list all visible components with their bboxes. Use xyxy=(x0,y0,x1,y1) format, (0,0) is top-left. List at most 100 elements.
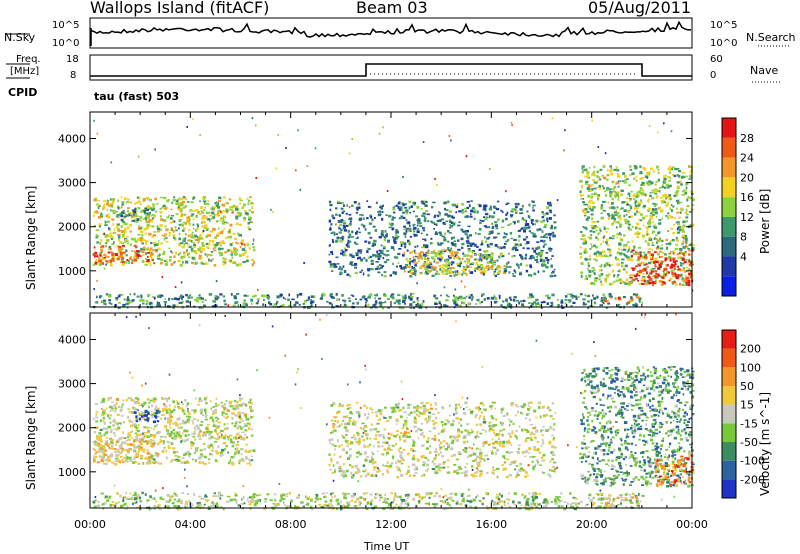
heatmap-cell xyxy=(471,250,476,252)
heatmap-cell xyxy=(372,304,376,307)
heatmap-cell xyxy=(136,218,140,222)
heatmap-cell xyxy=(131,299,135,302)
heatmap-cell xyxy=(201,217,205,220)
heatmap-cell xyxy=(379,494,382,497)
heatmap-cell xyxy=(669,277,673,280)
heatmap-cell xyxy=(529,295,532,297)
heatmap-cell xyxy=(649,271,652,274)
heatmap-speck xyxy=(448,135,451,138)
heatmap-cell xyxy=(410,205,413,208)
heatmap-cell xyxy=(503,236,507,238)
heatmap-cell xyxy=(586,171,590,175)
heatmap-cell xyxy=(140,438,144,441)
heatmap-cell xyxy=(456,302,458,305)
heatmap-cell xyxy=(618,180,621,182)
heatmap-cell xyxy=(422,212,426,215)
heatmap-cell xyxy=(476,245,479,248)
heatmap-cell xyxy=(178,431,181,434)
heatmap-cell xyxy=(140,440,144,443)
heatmap-cell xyxy=(686,213,689,216)
heatmap-cell xyxy=(505,298,508,300)
heatmap-speck xyxy=(255,177,257,179)
heatmap-cell xyxy=(201,506,205,509)
heatmap-cell xyxy=(440,294,442,297)
heatmap-cell xyxy=(496,218,500,221)
heatmap-cell xyxy=(664,194,668,197)
heatmap-cell xyxy=(445,294,449,297)
heatmap-cell xyxy=(145,456,148,459)
heatmap-cell xyxy=(618,247,621,251)
heatmap-cell xyxy=(453,274,456,277)
heatmap-cell xyxy=(273,303,277,306)
heatmap-cell xyxy=(640,192,645,196)
heatmap-cell xyxy=(193,411,196,414)
heatmap-cell xyxy=(375,201,378,204)
heatmap-cell xyxy=(530,274,533,277)
heatmap-cell xyxy=(336,263,340,265)
heatmap-cell xyxy=(441,235,445,238)
heatmap-cell xyxy=(352,295,355,297)
heatmap-cell xyxy=(243,299,246,302)
heatmap-cell xyxy=(474,254,477,257)
heatmap-cell xyxy=(196,426,200,430)
heatmap-cell xyxy=(623,234,626,237)
heatmap-cell xyxy=(125,454,127,456)
heatmap-cell xyxy=(205,224,208,227)
heatmap-cell xyxy=(131,261,134,264)
heatmap-speck xyxy=(685,244,687,247)
heatmap-cell xyxy=(603,296,607,300)
heatmap-cell xyxy=(342,251,345,253)
heatmap-cell xyxy=(377,211,380,213)
heatmap-cell xyxy=(634,277,638,281)
heatmap-cell xyxy=(520,504,523,506)
heatmap-cell xyxy=(466,241,470,244)
heatmap-cell xyxy=(95,259,98,261)
heatmap-cell xyxy=(673,174,676,177)
heatmap-cell xyxy=(154,210,158,213)
heatmap-cell xyxy=(130,237,133,241)
heatmap-cell xyxy=(238,211,241,215)
heatmap-cell xyxy=(468,234,473,237)
heatmap-cell xyxy=(120,214,124,218)
heatmap-cell xyxy=(414,269,417,273)
heatmap-cell xyxy=(461,268,465,271)
heatmap-cell xyxy=(675,236,678,240)
heatmap-cell xyxy=(137,412,140,414)
heatmap-cell xyxy=(580,231,583,234)
heatmap-cell xyxy=(560,300,564,304)
heatmap-cell xyxy=(514,271,517,274)
heatmap-cell xyxy=(623,218,626,221)
heatmap-cell xyxy=(127,448,129,451)
heatmap-cell xyxy=(188,223,191,226)
heatmap-cell xyxy=(194,238,198,241)
heatmap-cell xyxy=(659,260,662,263)
heatmap-cell xyxy=(360,223,364,226)
heatmap-cell xyxy=(240,397,244,400)
heatmap-cell xyxy=(595,493,598,495)
heatmap-cell xyxy=(95,261,99,264)
heatmap-cell xyxy=(401,295,404,297)
heatmap-cell xyxy=(175,451,179,454)
heatmap-cell xyxy=(354,266,358,269)
heatmap-cell xyxy=(680,250,683,253)
heatmap-cell xyxy=(444,260,449,263)
heatmap-cell xyxy=(423,272,427,274)
heatmap-cell xyxy=(210,259,213,262)
heatmap-cell xyxy=(638,232,641,235)
heatmap-cell xyxy=(166,417,171,421)
heatmap-cell xyxy=(151,217,155,220)
heatmap-cell xyxy=(339,266,342,269)
heatmap-cell xyxy=(119,252,123,255)
heatmap-cell xyxy=(599,168,603,171)
heatmap-cell xyxy=(477,233,481,235)
heatmap-cell xyxy=(617,296,621,300)
heatmap-cell xyxy=(135,415,138,419)
heatmap-cell xyxy=(613,280,616,283)
heatmap-cell xyxy=(168,404,171,408)
heatmap-cell xyxy=(638,283,642,285)
heatmap-cell xyxy=(163,446,166,449)
heatmap-cell xyxy=(251,302,253,306)
heatmap-cell xyxy=(407,265,411,269)
heatmap-cell xyxy=(205,402,208,405)
heatmap-cell xyxy=(151,404,154,408)
